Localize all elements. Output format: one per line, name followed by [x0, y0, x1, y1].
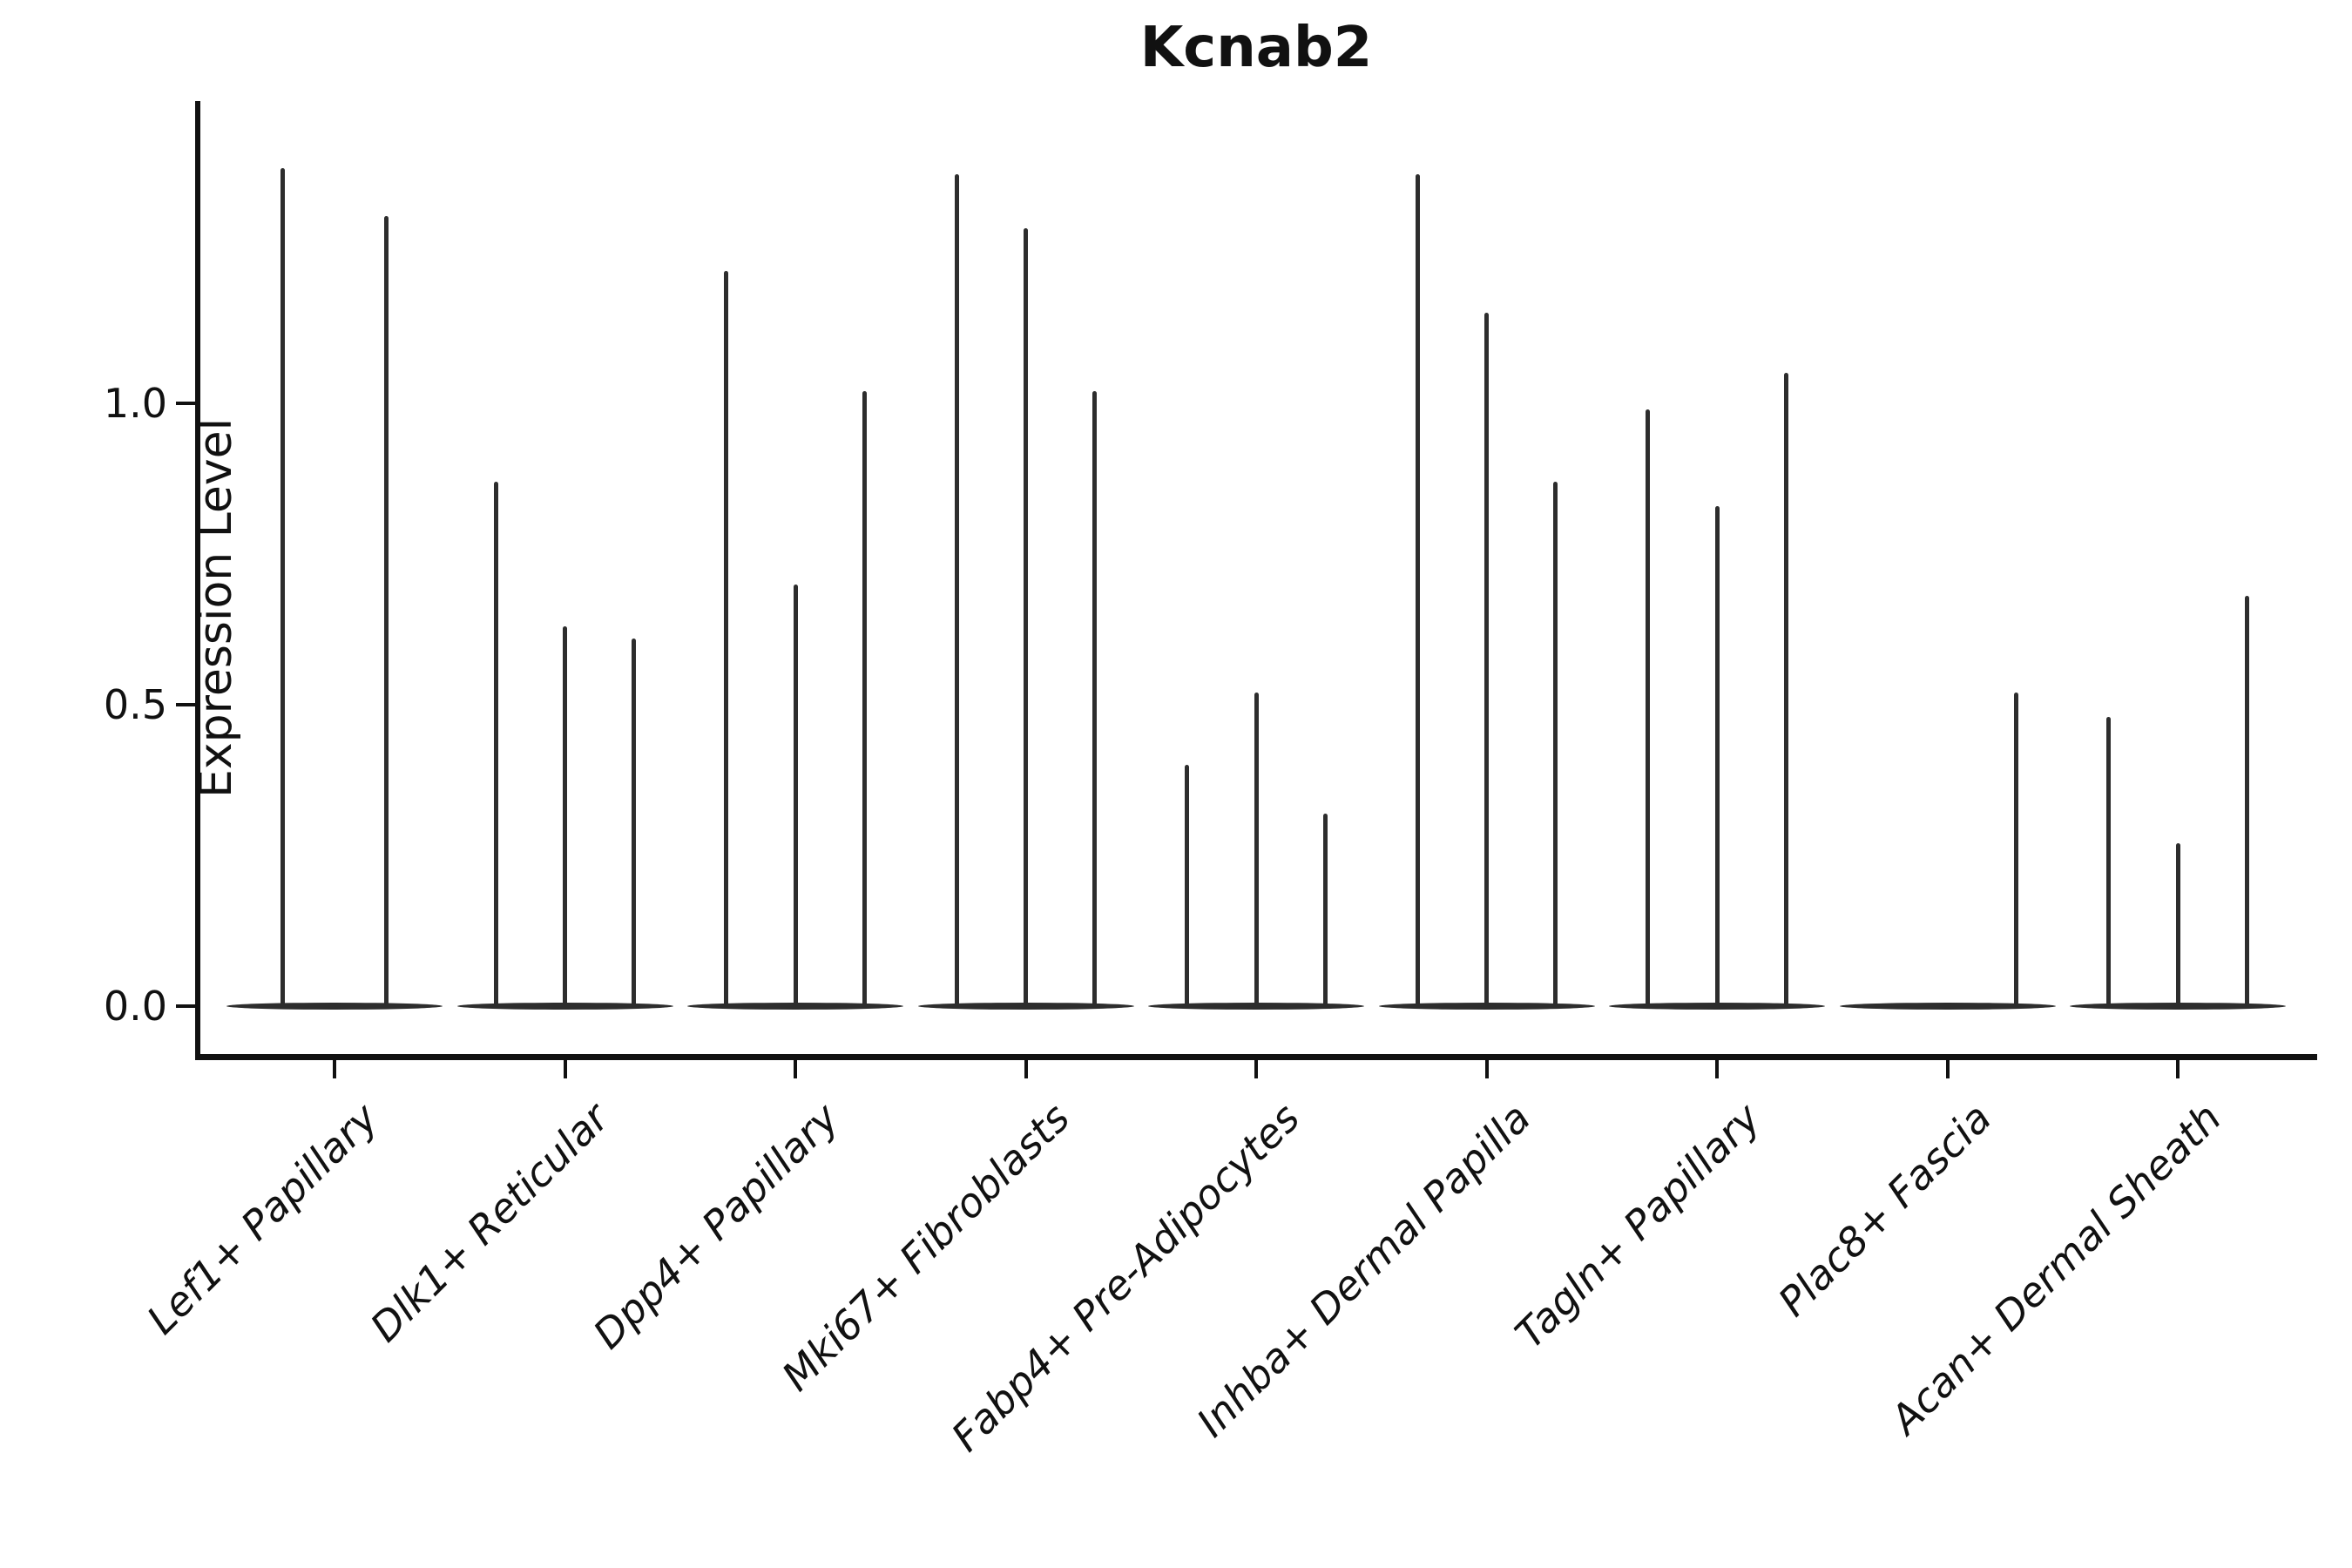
x-tick — [1024, 1059, 1028, 1078]
violin-baseline — [456, 1003, 673, 1010]
x-tick-label: Dlk1+ Reticular — [361, 1094, 618, 1351]
x-tick-label: Plac8+ Fascia — [1768, 1094, 2000, 1326]
violin-baseline — [687, 1003, 903, 1010]
violin-spike — [1092, 391, 1098, 1006]
violin-spike — [2244, 596, 2249, 1006]
violin-spike — [1714, 505, 1720, 1006]
violin-spike — [793, 584, 798, 1006]
violin-baseline — [1839, 1003, 2056, 1010]
violin-baseline — [1609, 1003, 1825, 1010]
violin-spike — [1254, 693, 1259, 1006]
violin-spike — [1415, 174, 1420, 1006]
violin-spike — [563, 626, 567, 1006]
violin-baseline — [917, 1003, 1134, 1010]
x-tick-label: Lef1+ Papillary — [138, 1094, 388, 1343]
violin-spike — [2175, 843, 2180, 1006]
violin-spike — [954, 174, 959, 1006]
violin-spike — [2014, 693, 2019, 1006]
violin-spike — [724, 270, 729, 1006]
violin-baseline — [226, 1003, 443, 1010]
y-tick-label: 1.0 — [103, 380, 167, 427]
x-tick — [1254, 1059, 1258, 1078]
y-tick-label: 0.5 — [103, 681, 167, 728]
x-tick — [1945, 1059, 1950, 1078]
x-tick — [794, 1059, 797, 1078]
violin-spike — [1185, 765, 1190, 1006]
violin-baseline — [1378, 1003, 1595, 1010]
violin-baseline — [2070, 1003, 2286, 1010]
y-tick — [176, 402, 195, 405]
y-axis-spine — [195, 101, 200, 1059]
violin-spike — [862, 391, 867, 1006]
violin-spike — [1783, 373, 1788, 1006]
violin-spike — [1484, 313, 1489, 1006]
violin-spike — [384, 216, 389, 1006]
x-tick — [1484, 1059, 1489, 1078]
chart-title: Kcnab2 — [1139, 16, 1373, 80]
x-tick — [1715, 1059, 1719, 1078]
x-tick-label: Dpp4+ Papillary — [584, 1094, 848, 1358]
x-tick — [2176, 1059, 2180, 1078]
violin-baseline — [1148, 1003, 1364, 1010]
violin-spike — [2106, 716, 2112, 1006]
x-tick — [333, 1059, 336, 1078]
violin-spike — [1553, 481, 1558, 1006]
y-tick — [176, 703, 195, 706]
x-axis-spine — [195, 1054, 2317, 1060]
violin-spike — [493, 481, 498, 1006]
violin-spike — [632, 638, 637, 1006]
x-tick — [563, 1059, 567, 1078]
y-tick — [176, 1004, 195, 1008]
violin-spike — [1646, 409, 1651, 1006]
x-tick-label: Tagln+ Papillary — [1505, 1094, 1770, 1358]
violin-spike — [280, 168, 285, 1006]
violin-spike — [1024, 228, 1028, 1006]
y-tick-label: 0.0 — [103, 983, 167, 1030]
violin-spike — [1322, 813, 1328, 1006]
